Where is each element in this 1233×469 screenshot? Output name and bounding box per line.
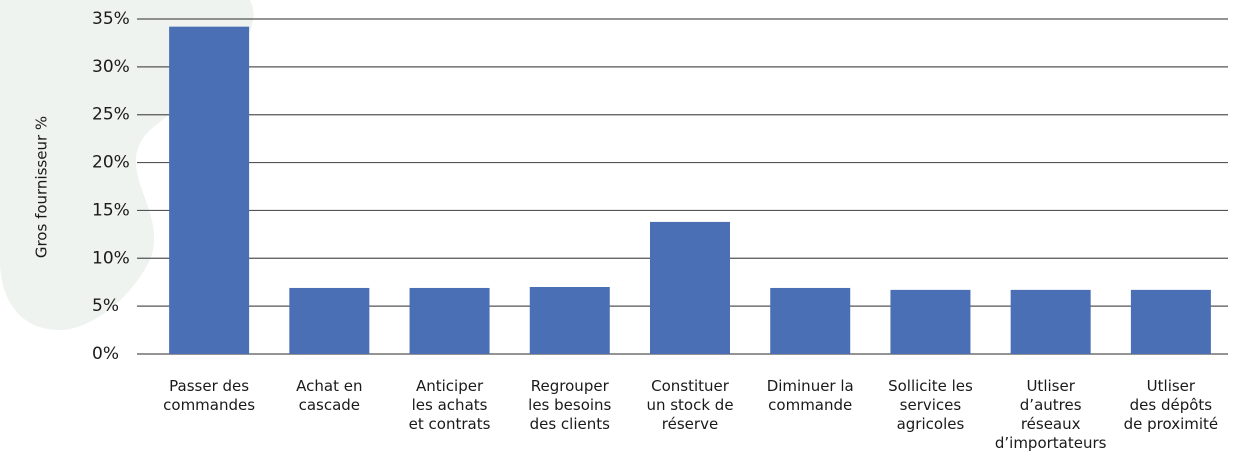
y-tick-label: 10% [92,248,130,268]
y-tick-label: 30% [92,57,130,77]
bar [289,288,369,354]
y-tick-label: 25% [92,105,130,125]
y-tick-label: 0% [92,344,119,364]
chart: Gros fournisseur % 0% 5% 10% 15% 20% 25% 30% 35… [0,0,1233,465]
y-tick-label: 15% [92,200,130,220]
bar [169,27,249,354]
y-axis-title: Gros fournisseur % [33,116,51,258]
bar [650,222,730,354]
bar [410,288,490,354]
bar [1131,290,1211,354]
y-tick-label: 35% [92,9,130,29]
bar [770,288,850,354]
y-tick-label: 20% [92,153,130,173]
bar [530,287,610,354]
bar [1011,290,1091,354]
bar [890,290,970,354]
y-tick-label: 5% [92,296,119,316]
